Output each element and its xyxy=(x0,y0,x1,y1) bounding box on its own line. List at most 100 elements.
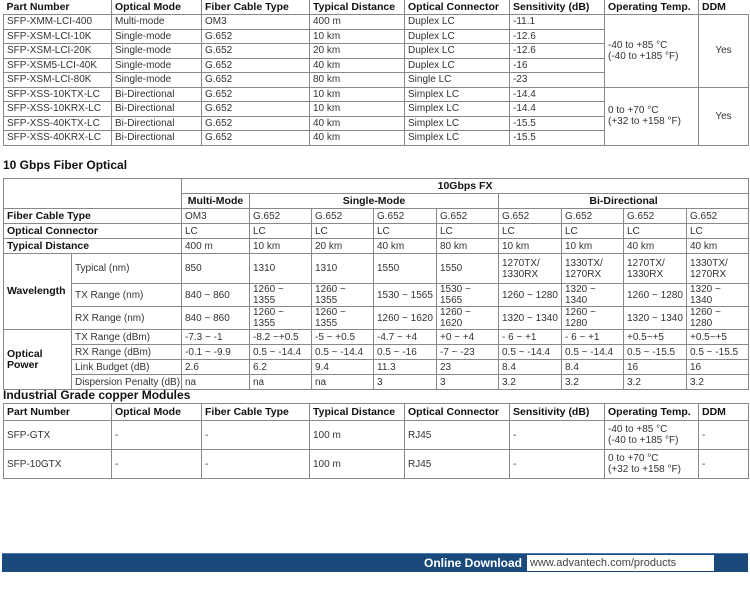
table-cell: 1330TX/ 1270RX xyxy=(561,253,624,284)
table-row: Fiber Cable Type OM3 G.652 G.652 G.652 G.652 G… xyxy=(3,208,750,224)
table-cell: LC xyxy=(561,223,624,239)
table-cell: - 6 ~ +1 xyxy=(498,329,562,345)
temp-fahrenheit: (+32 to +158 °F) xyxy=(608,116,681,127)
table-cell: 40 km xyxy=(623,238,687,254)
table-row: SFP-10GTX - -100 m RJ45-0 to +70 °C (+32 to… xyxy=(3,449,749,479)
table-row: SFP-XSS-40KTX-LC Bi-Directional G.652 40 km… xyxy=(3,115,749,131)
table-cell: 1550 xyxy=(373,253,437,284)
table-cell: - 6 ~ +1 xyxy=(561,329,624,345)
table-cell: 0.5 ~ -14.4 xyxy=(311,344,374,360)
mode-header: Single-Mode xyxy=(249,193,499,209)
table-cell: 0.5 ~ -16 xyxy=(373,344,437,360)
table-cell: Multi-mode xyxy=(111,14,202,30)
column-header: Fiber Cable Type xyxy=(201,403,310,421)
table-cell: Simplex LC xyxy=(404,115,510,131)
table-row: TX Range (nm) 840 ~ 860 1260 ~ 1355 1260 ~ … xyxy=(4,283,750,307)
table-cell: LC xyxy=(181,223,250,239)
table-cell: 3.2 xyxy=(498,374,562,390)
table-cell: G.652 xyxy=(436,208,499,224)
table-cell: 6.2 xyxy=(249,359,312,375)
operating-temp-cell: -40 to +85 °C (-40 to +185 °F) xyxy=(604,14,699,88)
table-cell: 1320 ~ 1340 xyxy=(561,283,624,307)
column-header: Optical Mode xyxy=(111,403,202,421)
table-cell: G.652 xyxy=(201,72,310,88)
table-cell: -14.4 xyxy=(509,86,605,102)
table-cell: LC xyxy=(685,223,750,239)
table-cell: 20 km xyxy=(311,238,374,254)
row-header: Fiber Cable Type xyxy=(3,208,182,224)
table-cell: +0 ~ +4 xyxy=(436,329,499,345)
table-cell: 8.4 xyxy=(561,359,624,375)
table-row: SFP-XMM-LCI-400 Multi-mode OM3 400 m Duplex … xyxy=(3,14,749,88)
temp-fahrenheit: (-40 to +185 °F) xyxy=(608,50,679,62)
table-cell: G.652 xyxy=(201,130,310,146)
table-cell: SFP-XSS-10KTX-LC xyxy=(3,86,112,102)
table-cell: 10 km xyxy=(498,238,562,254)
table-cell: SFP-GTX xyxy=(3,420,112,450)
table-row: Wavelength Typical (nm) 850 1310 1310 1550 155… xyxy=(3,253,750,330)
table-cell: 1260 ~ 1355 xyxy=(249,306,312,330)
section-title-copper-modules: Industrial Grade copper Modules xyxy=(3,388,191,402)
ddm-cell: Yes xyxy=(698,14,749,88)
table-cell: 3 xyxy=(373,374,437,390)
column-header: Typical Distance xyxy=(309,403,405,421)
column-header: Typical Distance xyxy=(309,0,405,15)
table-cell: 1260 ~ 1355 xyxy=(311,306,374,330)
table-cell: G.652 xyxy=(201,101,310,117)
table-cell: 11.3 xyxy=(373,359,437,375)
table-cell: -11.1 xyxy=(509,14,605,30)
table-cell: - xyxy=(698,449,749,479)
table-cell: 0.5 ~ -14.4 xyxy=(498,344,562,360)
row-label: Typical (nm) xyxy=(71,253,182,284)
table-cell: Duplex LC xyxy=(404,14,510,30)
table-cell: -8.2 ~+0.5 xyxy=(249,329,312,345)
table-cell: G.652 xyxy=(201,43,310,59)
operating-temp-cell: 0 to +70 °C (+32 to +158 °F) xyxy=(604,86,699,146)
table-cell: Bi-Directional xyxy=(111,86,202,102)
table-row: SFP-XSM-LCI-20K Single-mode G.652 20 km Dupl… xyxy=(3,43,749,59)
table-cell: LC xyxy=(623,223,687,239)
table-cell: G.652 xyxy=(311,208,374,224)
column-header: Optical Connector xyxy=(404,0,510,15)
table-cell: 80 km xyxy=(436,238,499,254)
table-cell: 1260 ~ 1355 xyxy=(249,283,312,307)
table-cell: 1320 ~ 1340 xyxy=(623,306,687,330)
row-label: RX Range (dBm) xyxy=(71,344,182,360)
table-cell: - xyxy=(509,449,605,479)
table-cell: Bi-Directional xyxy=(111,130,202,146)
table-cell: Duplex LC xyxy=(404,28,510,44)
table-cell: 1260 ~ 1280 xyxy=(561,306,624,330)
table-cell: SFP-XSS-40KRX-LC xyxy=(3,130,112,146)
table-row: Part Number Optical Mode Fiber Cable Type T… xyxy=(3,403,749,421)
table-cell: 3.2 xyxy=(561,374,624,390)
table-row: Dispersion Penalty (dB) na na na 3 3 3.2 3.2 3.2… xyxy=(4,374,750,390)
column-header: Optical Mode xyxy=(111,0,202,15)
table-cell: 1260 ~ 1280 xyxy=(623,283,687,307)
table-cell: 16 xyxy=(685,359,750,375)
table-cell: SFP-XSM-LCI-80K xyxy=(3,72,112,88)
row-label: TX Range (dBm) xyxy=(71,329,182,345)
table-cell: G.652 xyxy=(249,208,312,224)
table-cell: 16 xyxy=(623,359,687,375)
table-cell: 1260 ~ 1355 xyxy=(311,283,374,307)
table-cell: Single-mode xyxy=(111,57,202,73)
table-cell: 1530 ~ 1565 xyxy=(373,283,437,307)
table-row: Typical Distance 400 m 10 km 20 km 40 km 80 k… xyxy=(3,238,750,254)
table-cell: 2.6 xyxy=(181,359,250,375)
table-cell: G.652 xyxy=(201,57,310,73)
table-row: Optical Power TX Range (dBm) -7.3 ~ -1 -8.2… xyxy=(3,329,750,390)
table-cell: 1550 xyxy=(436,253,499,284)
table-cell: - xyxy=(201,420,310,450)
table-cell: 0 to +70 °C (+32 to +158 °F) xyxy=(604,449,699,479)
table-cell: SFP-XSM-LCI-10K xyxy=(3,28,112,44)
row-header: Typical Distance xyxy=(3,238,182,254)
table-cell: 40 km xyxy=(309,57,405,73)
products-url-link[interactable]: www.advantech.com/products xyxy=(527,555,714,571)
table-cell: SFP-XSM-LCI-20K xyxy=(3,43,112,59)
table-cell: Single-mode xyxy=(111,72,202,88)
table-cell: Simplex LC xyxy=(404,86,510,102)
table-cell: - xyxy=(111,420,202,450)
column-header: DDM xyxy=(698,403,749,421)
table-cell: 10 km xyxy=(561,238,624,254)
table-cell: G.652 xyxy=(561,208,624,224)
